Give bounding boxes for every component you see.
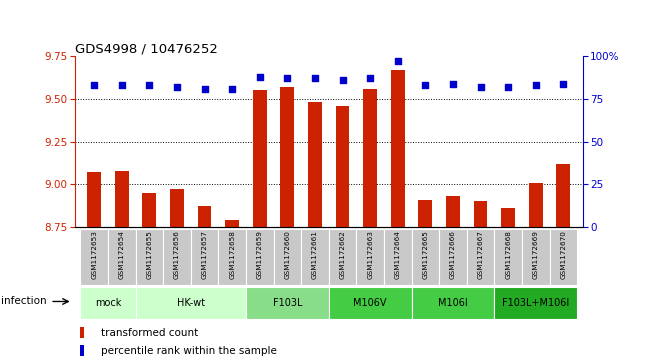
Text: GSM1172656: GSM1172656: [174, 231, 180, 279]
Bar: [80, 287, 135, 319]
Bar: [281, 87, 294, 227]
Bar: [246, 287, 329, 319]
Bar: [411, 287, 494, 319]
Bar: [170, 189, 184, 227]
Bar: [218, 229, 246, 285]
Bar: [439, 229, 467, 285]
Text: GSM1172653: GSM1172653: [91, 231, 97, 279]
Bar: [225, 220, 239, 227]
Text: GSM1172654: GSM1172654: [118, 231, 125, 279]
Bar: [522, 229, 549, 285]
Bar: [80, 327, 84, 338]
Text: percentile rank within the sample: percentile rank within the sample: [102, 346, 277, 356]
Bar: [474, 201, 488, 227]
Text: GSM1172663: GSM1172663: [367, 231, 373, 279]
Point: [227, 86, 238, 91]
Point: [172, 84, 182, 90]
Bar: [273, 229, 301, 285]
Bar: [549, 229, 577, 285]
Bar: [253, 90, 267, 227]
Point: [310, 76, 320, 81]
Bar: [363, 89, 377, 227]
Text: GSM1172668: GSM1172668: [505, 231, 511, 279]
Text: GSM1172655: GSM1172655: [146, 231, 152, 279]
Text: GSM1172666: GSM1172666: [450, 231, 456, 279]
Text: GSM1172667: GSM1172667: [478, 231, 484, 279]
Bar: [108, 229, 135, 285]
Text: mock: mock: [95, 298, 121, 308]
Text: HK-wt: HK-wt: [176, 298, 205, 308]
Bar: [467, 229, 494, 285]
Point: [89, 82, 100, 88]
Point: [531, 82, 541, 88]
Bar: [246, 229, 273, 285]
Text: GSM1172670: GSM1172670: [561, 231, 566, 279]
Point: [117, 82, 127, 88]
Text: GSM1172661: GSM1172661: [312, 231, 318, 279]
Text: M106I: M106I: [438, 298, 468, 308]
Bar: [411, 229, 439, 285]
Point: [420, 82, 430, 88]
Point: [558, 81, 568, 86]
Point: [255, 74, 265, 79]
Text: GSM1172665: GSM1172665: [422, 231, 428, 279]
Bar: [384, 229, 411, 285]
Bar: [80, 229, 108, 285]
Bar: [494, 229, 522, 285]
Bar: [336, 106, 350, 227]
Bar: [198, 207, 212, 227]
Bar: [529, 183, 543, 227]
Bar: [329, 287, 411, 319]
Bar: [308, 102, 322, 227]
Bar: [80, 345, 84, 356]
Bar: [191, 229, 218, 285]
Point: [199, 86, 210, 91]
Point: [365, 76, 376, 81]
Point: [448, 81, 458, 86]
Text: M106V: M106V: [353, 298, 387, 308]
Bar: [87, 172, 101, 227]
Text: F103L: F103L: [273, 298, 302, 308]
Bar: [356, 229, 384, 285]
Bar: [501, 208, 515, 227]
Text: GSM1172658: GSM1172658: [229, 231, 235, 279]
Point: [393, 58, 403, 64]
Point: [337, 77, 348, 83]
Bar: [557, 164, 570, 227]
Text: GSM1172659: GSM1172659: [256, 231, 263, 279]
Point: [282, 76, 292, 81]
Text: transformed count: transformed count: [102, 328, 199, 338]
Bar: [301, 229, 329, 285]
Bar: [163, 229, 191, 285]
Text: GSM1172662: GSM1172662: [340, 231, 346, 279]
Bar: [115, 171, 129, 227]
Point: [475, 84, 486, 90]
Text: F103L+M106I: F103L+M106I: [502, 298, 570, 308]
Bar: [329, 229, 356, 285]
Text: GSM1172669: GSM1172669: [533, 231, 539, 279]
Bar: [419, 200, 432, 227]
Bar: [494, 287, 577, 319]
Bar: [446, 196, 460, 227]
Bar: [135, 287, 246, 319]
Point: [503, 84, 514, 90]
Bar: [143, 193, 156, 227]
Bar: [135, 229, 163, 285]
Text: GSM1172664: GSM1172664: [395, 231, 401, 279]
Bar: [391, 70, 405, 227]
Text: GSM1172657: GSM1172657: [202, 231, 208, 279]
Text: GDS4998 / 10476252: GDS4998 / 10476252: [75, 42, 217, 55]
Text: GSM1172660: GSM1172660: [284, 231, 290, 279]
Text: infection: infection: [1, 297, 47, 306]
Point: [144, 82, 154, 88]
